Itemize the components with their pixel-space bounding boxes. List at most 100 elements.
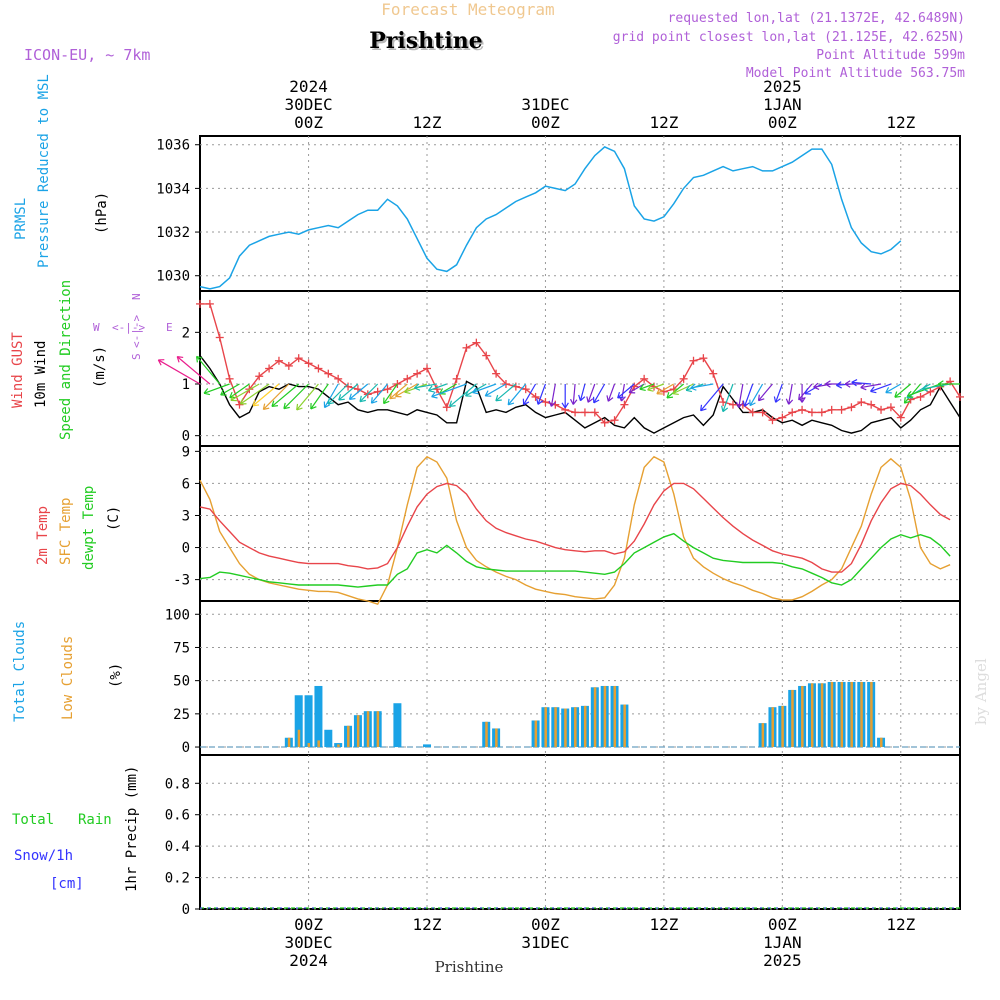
time-label-bottom: 30DEC	[284, 933, 332, 952]
wind-arrow-head	[338, 394, 342, 401]
low-cloud-bar	[781, 705, 784, 748]
wind-arrow-head	[431, 396, 438, 399]
wind-arrow-head	[359, 399, 366, 403]
y-tick-label: -3	[173, 573, 190, 589]
total-cloud-label: Total Clouds	[12, 621, 28, 722]
y-tick-label: 100	[165, 607, 190, 623]
wind-arrow	[860, 383, 882, 389]
y-tick-label: 0.8	[165, 776, 190, 792]
panel-frame	[199, 445, 961, 602]
wind-arrow	[788, 383, 793, 405]
wind-arrow-head	[283, 406, 290, 410]
wind-arrow-head	[203, 392, 211, 396]
time-label-top: 12Z	[413, 113, 442, 132]
wind-arrow	[523, 383, 537, 405]
wind-arrow-head	[735, 401, 740, 408]
wind-arrow	[428, 383, 447, 392]
temp-unit: (C)	[106, 506, 122, 531]
wind-arrow-head	[906, 390, 912, 397]
wind-arrow	[607, 383, 616, 402]
wind-arrow-head	[271, 405, 278, 408]
wind-arrow-head	[922, 388, 929, 392]
wind-arrow-head	[263, 407, 270, 411]
wind10-label: 10m Wind	[33, 341, 49, 408]
wind-arrow-head	[672, 388, 677, 394]
low-cloud-bar	[574, 707, 577, 748]
wind-arrow-head	[523, 401, 530, 406]
wind-arrow	[672, 383, 694, 395]
y-tick-label: 50	[173, 674, 190, 690]
y-tick-label: 1034	[156, 181, 190, 197]
temp-panel-labels: 2m Temp SFC Temp dewpt Temp (C)	[35, 486, 122, 570]
wind-arrow-head	[283, 402, 286, 409]
wind-arrow	[738, 383, 744, 408]
wind-arrow-head	[606, 395, 609, 402]
wind-arrow-head	[203, 388, 209, 394]
total-cloud-bar	[294, 695, 303, 748]
low-cloud-bar	[495, 728, 498, 748]
wind-arrow	[484, 383, 507, 397]
wind-arrow-head	[508, 402, 515, 406]
time-label-bottom: 12Z	[649, 915, 678, 934]
total-cloud-bar	[423, 744, 432, 748]
wind-arrow-head	[738, 402, 744, 408]
low-cloud-bar	[376, 711, 380, 748]
wind-arrow-head	[788, 399, 794, 405]
wind-arrow-head	[296, 403, 299, 410]
wind-arrow	[472, 383, 497, 394]
wind-arrow	[196, 356, 221, 385]
wind-arrow-head	[389, 392, 393, 399]
time-label-bottom: 12Z	[413, 915, 442, 934]
wind-arrow-head	[690, 383, 696, 389]
wind-arrow-head	[449, 400, 453, 407]
wind-arrow	[230, 383, 260, 401]
wind-arrow-head	[860, 387, 867, 391]
wind-arrow-head	[196, 355, 203, 359]
low-cloud-bar	[534, 720, 538, 748]
low-cloud-bar	[771, 707, 774, 748]
low-cloud-bar	[860, 681, 863, 748]
precip-panel-labels: Total Rain Snow/1h [cm] 1hr Precip (mm)	[12, 766, 140, 892]
dewpoint-line	[199, 532, 951, 588]
model-altitude: Model Point Altitude 563.75m	[746, 66, 965, 81]
time-label-top: 12Z	[886, 113, 915, 132]
time-label-top: 00Z	[531, 113, 560, 132]
wind-arrow-head	[593, 399, 600, 404]
sfc-temp-line	[199, 455, 951, 606]
location-title-front: Prishtine	[369, 28, 482, 54]
y-tick-label: 0.4	[165, 839, 190, 855]
wind-arrow-head	[271, 400, 275, 407]
location-title: Prishtine	[371, 30, 484, 56]
wind-arrow	[894, 383, 912, 398]
wind-arrow-head	[721, 405, 724, 412]
y-tick-label: 0.6	[165, 808, 190, 824]
low-cloud-bar	[880, 737, 883, 748]
compass-n: N	[130, 293, 143, 300]
low-cloud-bar	[761, 723, 765, 748]
rain-label-a: Total	[12, 812, 54, 828]
y-tick-label: 0	[182, 429, 190, 445]
wind-arrow	[449, 383, 477, 407]
wind-arrow	[495, 383, 517, 402]
wind-arrow-head	[296, 407, 303, 411]
wind-arrow-head	[700, 404, 703, 411]
wind-arrow	[550, 383, 556, 407]
y-tick-label: 2	[182, 325, 190, 341]
low-cloud-bar	[317, 740, 320, 748]
wind-arrow-head	[666, 396, 674, 399]
panel-frame	[199, 600, 961, 756]
t2m-line	[199, 482, 951, 573]
total-cloud-bar	[304, 695, 313, 748]
wind-arrow-head	[937, 380, 944, 385]
wind-arrow-head	[310, 406, 317, 410]
wind-arrow-head	[414, 383, 420, 389]
gridpoint-coords: grid point closest lon,lat (21.125E, 42.…	[613, 30, 965, 45]
low-cloud-bar	[366, 711, 370, 748]
y-tick-label: 0	[182, 902, 190, 918]
time-label-bottom: 00Z	[768, 915, 797, 934]
time-label-bottom: 00Z	[531, 915, 560, 934]
wind-arrow	[537, 383, 547, 405]
wind-arrow-head	[904, 400, 911, 404]
wind-arrow-head	[177, 356, 184, 359]
